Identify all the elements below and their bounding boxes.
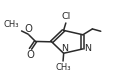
Text: CH₃: CH₃ [55, 63, 71, 72]
Text: CH₃: CH₃ [3, 20, 19, 29]
Text: O: O [24, 24, 32, 34]
Text: Cl: Cl [62, 12, 71, 21]
Text: N: N [85, 44, 92, 53]
Text: O: O [26, 50, 34, 60]
Text: N: N [61, 44, 68, 53]
